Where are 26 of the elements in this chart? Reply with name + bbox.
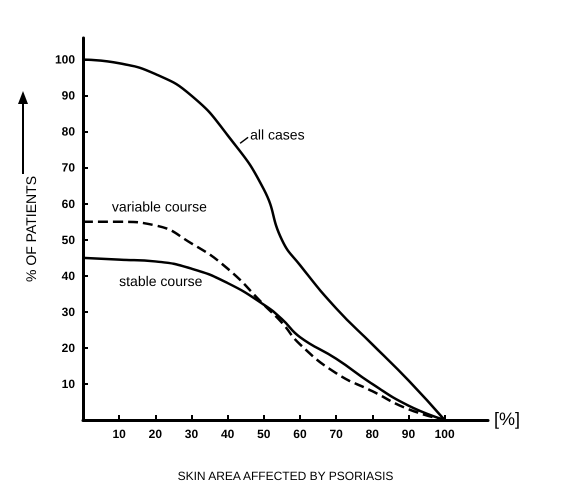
text: [%] (494, 409, 520, 429)
series-label: variable course (112, 198, 208, 214)
series-label: stable course (119, 273, 203, 290)
legend-label: all cases (250, 126, 305, 142)
x-tick-label: 90 (402, 427, 416, 441)
y-tick-label: 10 (62, 376, 76, 391)
y-axis-title: % OF PATIENTS (23, 176, 39, 282)
x-tick-label: 100 (434, 427, 455, 441)
y-tick-label: 80 (62, 124, 76, 139)
x-tick-label: 20 (148, 427, 162, 441)
y-tick-label: 90 (62, 88, 76, 103)
y-tick-label: 30 (62, 304, 76, 319)
y-tick-label: 100 (54, 52, 76, 67)
x-tick-label: 30 (184, 427, 198, 441)
x-tick-label: 40 (220, 427, 235, 441)
x-tick-label: 80 (366, 427, 380, 441)
x-tick-label: 60 (293, 427, 307, 441)
y-tick-label: 60 (62, 196, 76, 211)
x-tick-label: 50 (257, 427, 271, 441)
y-tick-label: 20 (62, 340, 76, 355)
x-axis-title: SKIN AREA AFFECTED BY PSORIASIS (178, 469, 394, 483)
x-tick-label: 10 (112, 427, 126, 441)
y-tick-label: 40 (62, 268, 76, 283)
y-tick-label: 70 (62, 160, 76, 175)
x-tick-label: 70 (329, 427, 344, 441)
y-tick-label: 50 (62, 232, 76, 247)
